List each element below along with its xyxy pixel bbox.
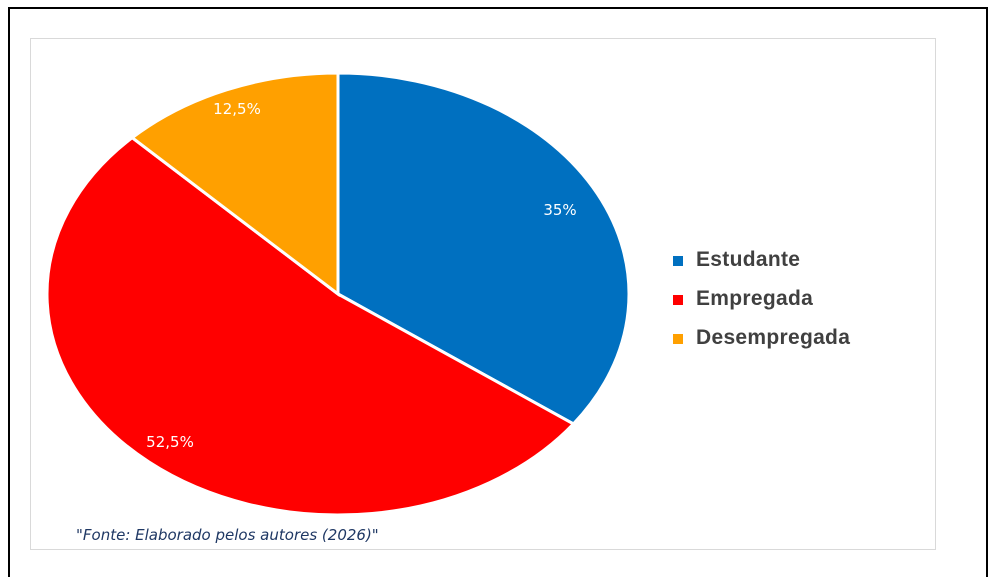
legend-label: Estudante: [696, 247, 801, 271]
data-label-empregada: 52,5%: [146, 433, 194, 451]
legend-label: Empregada: [696, 286, 814, 310]
legend-swatch: [673, 255, 683, 266]
figure-frame: [8, 7, 988, 577]
legend: Estudante Empregada Desempregada: [673, 240, 850, 357]
legend-swatch: [673, 294, 683, 305]
legend-item-desempregada: Desempregada: [673, 318, 850, 357]
source-note: "Fonte: Elaborado pelos autores (2026)": [76, 526, 379, 544]
legend-item-estudante: Estudante: [673, 240, 850, 279]
pie-slice-estudante: [336, 71, 631, 426]
legend-label: Desempregada: [696, 325, 851, 349]
data-label-desempregada: 12,5%: [213, 100, 261, 118]
data-label-estudante: 35%: [543, 201, 576, 219]
legend-swatch: [673, 333, 683, 344]
pie-slice-desempregada: [129, 71, 340, 298]
legend-item-empregada: Empregada: [673, 279, 850, 318]
pie-slice-empregada: [45, 135, 576, 517]
